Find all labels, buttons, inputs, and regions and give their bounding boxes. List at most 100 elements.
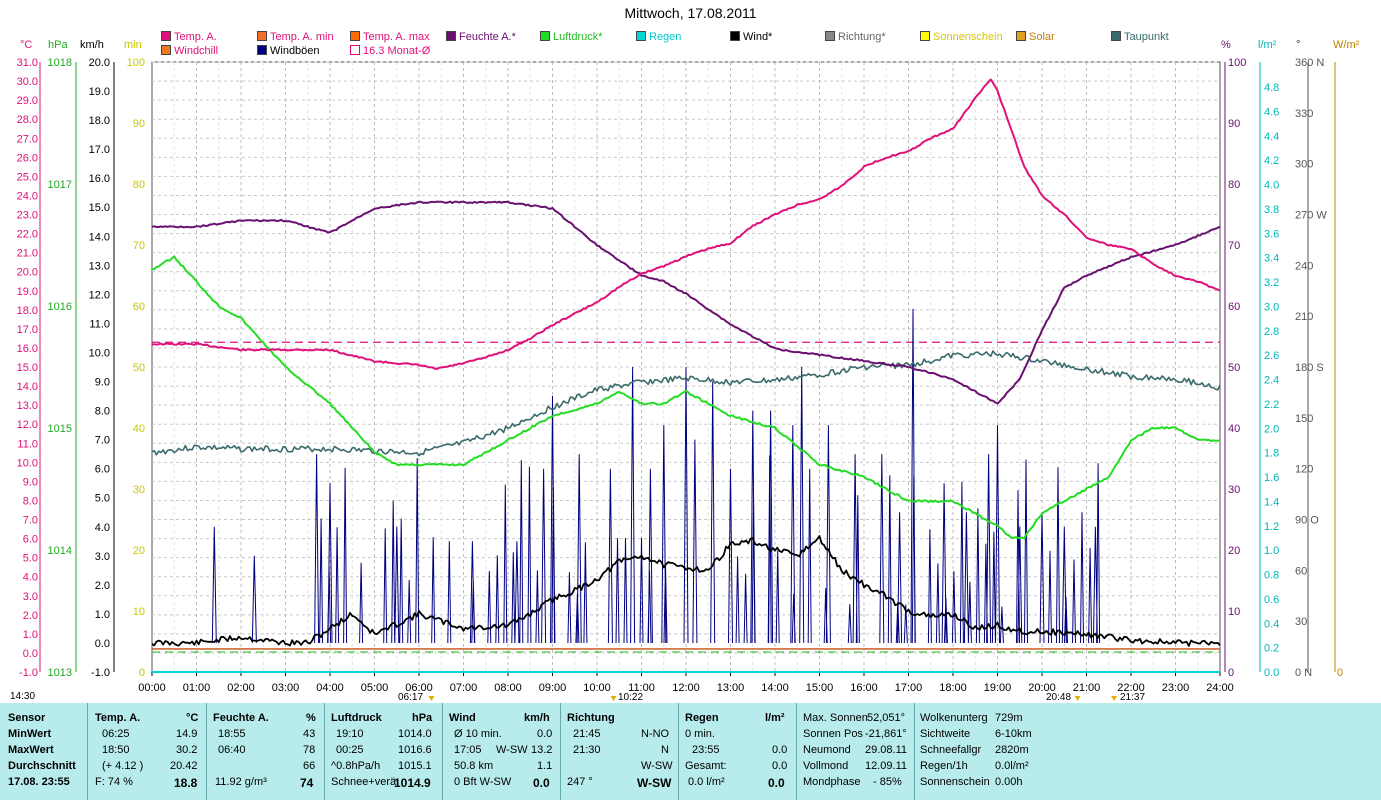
weather-chart: °C hPa km/h min% l/m² ° W/m² 31.0 30.0 29.0 28.0 27… [17,39,1360,701]
time-tick-label: 16:00 [850,682,878,694]
min-tick-label: 60 [133,301,145,313]
stats-panel: Sensor MinWert MaxWert Durchschnitt 17.0… [0,703,1381,800]
sun-value: 12.09.11 [865,760,908,772]
dir-tick-label: 120 [1295,464,1313,476]
wind-tick-label: 5.0 [95,493,110,505]
dir-avg: W-SW [641,760,673,772]
press-max-time: 00:25 [336,744,364,756]
misc-value: 6-10km [995,728,1032,740]
press-now: 1014.9 [394,776,431,790]
temp-tick-label: 20.0 [17,267,38,279]
marker-moon: 21:37 [1120,692,1146,703]
legend-swatch [825,31,835,41]
temp-tick-label: 23.0 [17,210,38,222]
time-tick-label: 13:00 [717,682,745,694]
legend-item: Luftdruck* [540,31,603,43]
legend-item: Solar [1016,31,1055,43]
wind-avg-label: Ø 10 min. [454,728,502,740]
time-tick-label: 18:00 [939,682,967,694]
hum-tick-label: 20 [1228,545,1240,557]
time-tick-label: 17:00 [895,682,923,694]
press-forecast: Schnee+verä [331,776,397,788]
time-tick-label: 05:00 [361,682,389,694]
wind-tick-label: 17.0 [89,144,110,156]
dir-tick-label: 0 N [1295,667,1312,679]
rain-tick-label: 3.0 [1264,301,1279,313]
divider [87,703,88,800]
time-tick-label: 08:00 [494,682,522,694]
temp-tick-label: -1.0 [19,667,38,679]
legend-label: Windböen [270,45,320,57]
rain-tick-label: 2.6 [1264,350,1279,362]
dir-tick-label: 150 [1295,413,1313,425]
row-label-now: 17.08. 23:55 [8,776,70,788]
dir-r1-dir: N-NO [641,728,670,740]
press-tick-label: 1013 [48,667,72,679]
hum-tick-label: 30 [1228,484,1240,496]
rain-tick-label: 3.6 [1264,228,1279,240]
rain-tick-label: 1.0 [1264,545,1279,557]
legend-item: Richtung* [825,31,886,43]
time-tick-label: 04:00 [316,682,344,694]
rain-tick-label: 1.2 [1264,521,1279,533]
hum-tick-label: 60 [1228,301,1240,313]
temp-tick-label: 7.0 [23,515,38,527]
min-tick-label: 70 [133,240,145,252]
time-tick-label: 14:00 [761,682,789,694]
sun-value: 29.08.11 [865,744,908,756]
rain-tick-label: 2.8 [1264,326,1279,338]
divider [324,703,325,800]
legend-label: Solar [1029,31,1055,43]
dir-now-deg: 247 ° [567,776,593,788]
press-tick-label: 1014 [48,545,72,557]
hum-tick-label: 10 [1228,606,1240,618]
temp-min-time: 06:25 [102,728,130,740]
rain-now: 0.0 [768,776,785,790]
series-feuchte [151,200,1221,405]
legend-swatch [540,31,550,41]
hum-tick-label: 50 [1228,362,1240,374]
temp-now-humidity: F: 74 % [95,776,133,788]
marker-sunrise: 06:17 [398,692,424,703]
press-unit: hPa [412,712,433,724]
sun-label: Mondphase [803,776,861,788]
legend-label: Temp. A. min [270,31,334,43]
temp-tick-label: 8.0 [23,495,38,507]
press-avg: 1015.1 [398,760,432,772]
min-tick-label: 100 [127,57,145,69]
temp-tick-label: 11.0 [17,438,38,450]
wind-tick-label: 19.0 [89,86,110,98]
legend-label: Temp. A. max [363,31,430,43]
rain-r1: 0 min. [685,728,715,740]
rain-r2-time: 23:55 [692,744,720,756]
temp-tick-label: 4.0 [23,572,38,584]
legend-item: Temp. A. max [350,31,430,43]
legend-label: Luftdruck* [553,31,603,43]
divider [796,703,797,800]
dir-tick-label: 300 [1295,159,1313,171]
sun-value: - 85% [873,776,902,788]
legend-item: Wind* [730,31,772,43]
temp-now: 18.8 [174,776,198,790]
temp-tick-label: 3.0 [23,591,38,603]
time-tick-label: 24:00 [1206,682,1234,694]
axis-unit-label: l/m² [1258,39,1277,51]
rain-tick-label: 4.2 [1264,155,1279,167]
marker-left-time: 14:30 [10,691,36,702]
temp-tick-label: 26.0 [17,152,38,164]
temp-tick-label: 29.0 [17,95,38,107]
rain-tick-label: 4.6 [1264,106,1279,118]
legend-swatch [446,31,456,41]
time-tick-label: 03:00 [272,682,300,694]
wind-tick-label: 2.0 [95,580,110,592]
min-tick-label: 90 [133,118,145,130]
rain-tick-label: 0.6 [1264,594,1279,606]
temp-tick-label: 30.0 [17,76,38,88]
time-tick-label: 12:00 [672,682,700,694]
dir-tick-label: 210 [1295,311,1313,323]
wind-max-dir: W-SW [496,744,528,756]
hum-max-time: 06:40 [218,744,246,756]
dir-now: W-SW [637,776,672,790]
hum-tick-label: 70 [1228,240,1240,252]
legend-label: Taupunkt [1124,31,1169,43]
